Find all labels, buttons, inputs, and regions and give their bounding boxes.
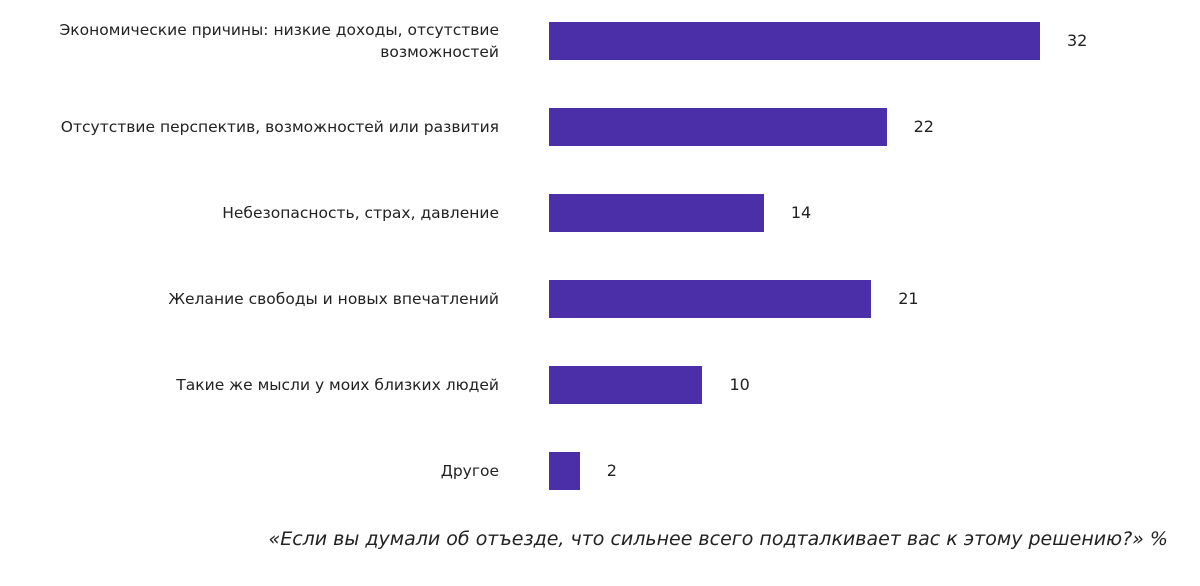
data-label: 32 bbox=[1067, 31, 1088, 50]
bar bbox=[549, 22, 1040, 60]
category-label: Такие же мысли у моих близких людей bbox=[176, 376, 499, 394]
chart-caption: «Если вы думали об отъезде, что сильнее … bbox=[268, 528, 1168, 550]
category-label: Небезопасность, страх, давление bbox=[222, 204, 499, 222]
category-label: Экономические причины: низкие доходы, от… bbox=[59, 21, 499, 61]
category-label: Желание свободы и новых впечатлений bbox=[168, 290, 499, 308]
data-label: 22 bbox=[913, 117, 934, 136]
data-label: 10 bbox=[729, 375, 750, 394]
data-label: 21 bbox=[898, 289, 919, 308]
bar bbox=[549, 108, 887, 146]
category-label: Другое bbox=[440, 462, 499, 480]
data-label: 2 bbox=[606, 461, 617, 480]
data-label: 14 bbox=[790, 203, 812, 222]
category-label: Отсутствие перспектив, возможностей или … bbox=[60, 118, 499, 136]
bar bbox=[549, 366, 703, 404]
bar bbox=[549, 452, 580, 490]
bar bbox=[549, 280, 872, 318]
bar bbox=[549, 194, 764, 232]
bar-chart: Экономические причины: низкие доходы, от… bbox=[59, 21, 1088, 490]
